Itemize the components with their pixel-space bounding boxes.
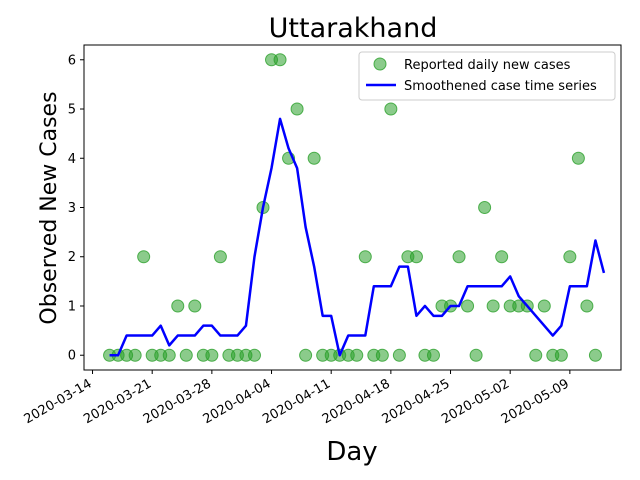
y-tick-label: 5 xyxy=(68,103,76,118)
data-point xyxy=(307,151,321,165)
data-point xyxy=(290,102,304,116)
data-point xyxy=(469,348,483,362)
data-point xyxy=(247,348,261,362)
data-point xyxy=(426,348,440,362)
y-tick-label: 3 xyxy=(68,201,76,216)
data-point xyxy=(571,151,585,165)
data-point xyxy=(128,348,142,362)
data-point xyxy=(137,250,151,264)
legend-label-scatter: Reported daily new cases xyxy=(404,58,571,73)
data-point xyxy=(529,348,543,362)
data-point xyxy=(392,348,406,362)
line-series xyxy=(109,117,606,357)
y-tick-label: 6 xyxy=(68,53,76,68)
smoothened-line xyxy=(109,117,606,357)
data-point xyxy=(213,250,227,264)
data-point xyxy=(495,250,509,264)
data-point xyxy=(188,299,202,313)
legend: Reported daily new cases Smoothened case… xyxy=(358,51,616,101)
chart-title: Uttarakhand xyxy=(269,13,438,44)
data-point xyxy=(171,299,185,313)
data-point xyxy=(554,348,568,362)
data-point xyxy=(162,348,176,362)
legend-label-line: Smoothened case time series xyxy=(404,79,597,94)
data-point xyxy=(273,53,287,67)
data-point xyxy=(350,348,364,362)
data-point xyxy=(461,299,475,313)
data-point xyxy=(478,201,492,214)
y-tick-label: 4 xyxy=(68,152,76,167)
y-tick-label: 0 xyxy=(68,349,76,364)
y-tick-label: 1 xyxy=(68,299,76,314)
data-point xyxy=(588,348,602,362)
legend-box xyxy=(358,51,616,101)
data-point xyxy=(537,299,551,313)
legend-marker-scatter xyxy=(373,57,387,71)
data-point xyxy=(384,102,398,116)
data-point xyxy=(299,348,313,362)
data-point xyxy=(409,250,423,264)
data-point xyxy=(580,299,594,313)
data-point xyxy=(179,348,193,362)
x-axis: 2020-03-142020-03-212020-03-282020-04-04… xyxy=(22,370,572,427)
x-axis-label: Day xyxy=(326,437,377,467)
y-axis: 0 1 2 3 4 5 6 xyxy=(68,53,84,364)
data-point xyxy=(375,348,389,362)
data-point xyxy=(486,299,500,313)
data-point xyxy=(452,250,466,264)
scatter-series xyxy=(103,53,602,362)
data-point xyxy=(358,250,372,264)
data-point xyxy=(563,250,577,264)
x-tick-label: 2020-05-09 xyxy=(499,376,572,427)
y-axis-label: Observed New Cases xyxy=(37,91,62,324)
y-tick-label: 2 xyxy=(68,250,76,265)
data-point xyxy=(205,348,219,362)
